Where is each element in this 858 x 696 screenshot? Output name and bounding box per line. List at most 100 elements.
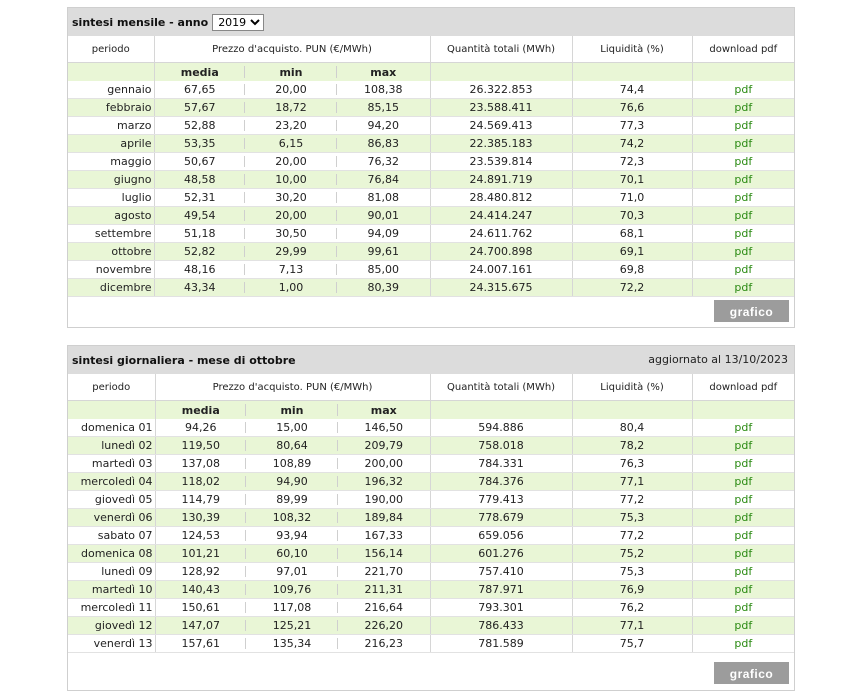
daily-grafico-button[interactable]: grafico [714, 662, 789, 684]
row-max: 216,64 [338, 598, 431, 617]
row-max: 94,20 [337, 116, 431, 135]
table-row: domenica 01 94,26 15,00 146,50 594.886 80,4 pd… [68, 419, 795, 437]
pdf-download-link[interactable]: pdf [692, 242, 795, 261]
row-quantity: 786.433 [430, 616, 573, 635]
col-period-header: periodo [68, 374, 156, 401]
row-media: 51,18 [154, 224, 245, 243]
year-select[interactable]: 2019 [212, 13, 265, 31]
pdf-download-link[interactable]: pdf [692, 206, 795, 225]
col-download-header: download pdf [692, 374, 795, 401]
row-min: 30,50 [245, 224, 337, 243]
row-media: 57,67 [154, 98, 245, 117]
pdf-download-link[interactable]: pdf [692, 508, 795, 527]
monthly-header-row: periodo Prezzo d'acquisto. PUN (€/MWh) Q… [68, 36, 795, 63]
row-period: sabato 07 [68, 526, 156, 545]
pdf-download-link[interactable]: pdf [692, 152, 795, 171]
row-media: 157,61 [155, 634, 246, 653]
row-min: 20,00 [245, 152, 337, 171]
row-quantity: 23.539.814 [430, 152, 573, 171]
row-media: 119,50 [155, 436, 246, 455]
row-min: 125,21 [246, 616, 338, 635]
pdf-download-link[interactable]: pdf [692, 490, 795, 509]
pdf-download-link[interactable]: pdf [692, 260, 795, 279]
row-max: 156,14 [338, 544, 431, 563]
row-media: 49,54 [154, 206, 245, 225]
row-period: mercoledì 04 [68, 472, 156, 491]
row-quantity: 22.385.183 [430, 134, 573, 153]
row-quantity: 28.480.812 [430, 188, 573, 207]
row-period: gennaio [68, 81, 155, 99]
pdf-download-link[interactable]: pdf [692, 634, 795, 653]
row-min: 60,10 [246, 544, 338, 563]
row-period: luglio [68, 188, 155, 207]
table-row: maggio 50,67 20,00 76,32 23.539.814 72,3 pdf [68, 152, 795, 171]
table-row: martedì 10 140,43 109,76 211,31 787.971 76,9 p… [68, 580, 795, 599]
row-media: 52,31 [154, 188, 245, 207]
row-liquidity: 69,1 [572, 242, 693, 261]
pdf-download-link[interactable]: pdf [692, 419, 795, 437]
row-quantity: 24.007.161 [430, 260, 573, 279]
row-liquidity: 72,3 [572, 152, 693, 171]
pdf-download-link[interactable]: pdf [692, 116, 795, 135]
sub-empty [430, 400, 573, 419]
pdf-download-link[interactable]: pdf [692, 98, 795, 117]
pdf-download-link[interactable]: pdf [692, 598, 795, 617]
pdf-download-link[interactable]: pdf [692, 436, 795, 455]
row-max: 216,23 [338, 634, 431, 653]
col-liquidity-header: Liquidità (%) [572, 374, 693, 401]
row-media: 114,79 [155, 490, 246, 509]
table-row: giovedì 05 114,79 89,99 190,00 779.413 77,2 pd… [68, 490, 795, 509]
monthly-grafico-button[interactable]: grafico [714, 300, 789, 322]
daily-rows: domenica 01 94,26 15,00 146,50 594.886 80,4 pd… [68, 419, 795, 653]
row-liquidity: 68,1 [572, 224, 693, 243]
row-period: aprile [68, 134, 155, 153]
row-liquidity: 77,1 [572, 472, 693, 491]
sub-media: media [155, 400, 246, 419]
row-max: 76,84 [337, 170, 431, 189]
pdf-download-link[interactable]: pdf [692, 278, 795, 297]
sub-empty [430, 62, 573, 81]
row-media: 124,53 [155, 526, 246, 545]
row-period: novembre [68, 260, 155, 279]
pdf-download-link[interactable]: pdf [692, 472, 795, 491]
table-row: mercoledì 11 150,61 117,08 216,64 793.301 76,… [68, 598, 795, 617]
row-min: 1,00 [245, 278, 337, 297]
pdf-download-link[interactable]: pdf [692, 526, 795, 545]
row-liquidity: 77,3 [572, 116, 693, 135]
row-period: agosto [68, 206, 155, 225]
monthly-header: sintesi mensile - anno 2019 [68, 8, 794, 36]
row-liquidity: 80,4 [572, 419, 693, 437]
sub-empty [68, 400, 156, 419]
pdf-download-link[interactable]: pdf [692, 81, 795, 99]
pdf-download-link[interactable]: pdf [692, 454, 795, 473]
row-quantity: 601.276 [430, 544, 573, 563]
table-row: domenica 08 101,21 60,10 156,14 601.276 75,2 p… [68, 544, 795, 563]
row-liquidity: 75,2 [572, 544, 693, 563]
pdf-download-link[interactable]: pdf [692, 544, 795, 563]
monthly-summary-panel: sintesi mensile - anno 2019 periodo Prez… [67, 7, 795, 328]
daily-title: sintesi giornaliera - mese di ottobre [72, 353, 296, 367]
sub-max: max [338, 400, 431, 419]
row-liquidity: 70,3 [572, 206, 693, 225]
pdf-download-link[interactable]: pdf [692, 188, 795, 207]
row-max: 80,39 [337, 278, 431, 297]
row-max: 200,00 [338, 454, 431, 473]
pdf-download-link[interactable]: pdf [692, 134, 795, 153]
row-quantity: 758.018 [430, 436, 573, 455]
pdf-download-link[interactable]: pdf [692, 562, 795, 581]
row-period: giugno [68, 170, 155, 189]
pdf-download-link[interactable]: pdf [692, 580, 795, 599]
pdf-download-link[interactable]: pdf [692, 616, 795, 635]
row-quantity: 24.700.898 [430, 242, 573, 261]
row-media: 67,65 [154, 81, 245, 99]
row-period: mercoledì 11 [68, 598, 156, 617]
daily-updated: aggiornato al 13/10/2023 [648, 353, 788, 366]
row-quantity: 784.376 [430, 472, 573, 491]
row-min: 10,00 [245, 170, 337, 189]
pdf-download-link[interactable]: pdf [692, 170, 795, 189]
row-media: 137,08 [155, 454, 246, 473]
row-max: 196,32 [338, 472, 431, 491]
pdf-download-link[interactable]: pdf [692, 224, 795, 243]
row-period: venerdì 06 [68, 508, 156, 527]
row-media: 130,39 [155, 508, 246, 527]
